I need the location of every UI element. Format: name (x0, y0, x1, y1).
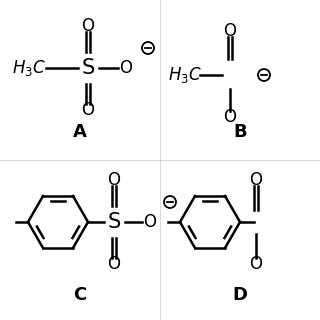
Text: O: O (223, 108, 236, 126)
Text: $H_3C$: $H_3C$ (168, 65, 202, 85)
Text: O: O (250, 171, 262, 189)
Text: O: O (82, 101, 94, 119)
Text: S: S (108, 212, 121, 232)
Text: O: O (143, 213, 156, 231)
Text: O: O (108, 255, 121, 273)
Text: C: C (73, 286, 87, 304)
Text: $H_3C$: $H_3C$ (12, 58, 46, 78)
Text: A: A (73, 123, 87, 141)
Text: B: B (233, 123, 247, 141)
Text: O: O (223, 22, 236, 40)
Text: O: O (250, 255, 262, 273)
Text: O: O (82, 17, 94, 35)
Text: D: D (233, 286, 247, 304)
Text: O: O (119, 59, 132, 77)
Text: O: O (108, 171, 121, 189)
Text: S: S (81, 58, 95, 78)
